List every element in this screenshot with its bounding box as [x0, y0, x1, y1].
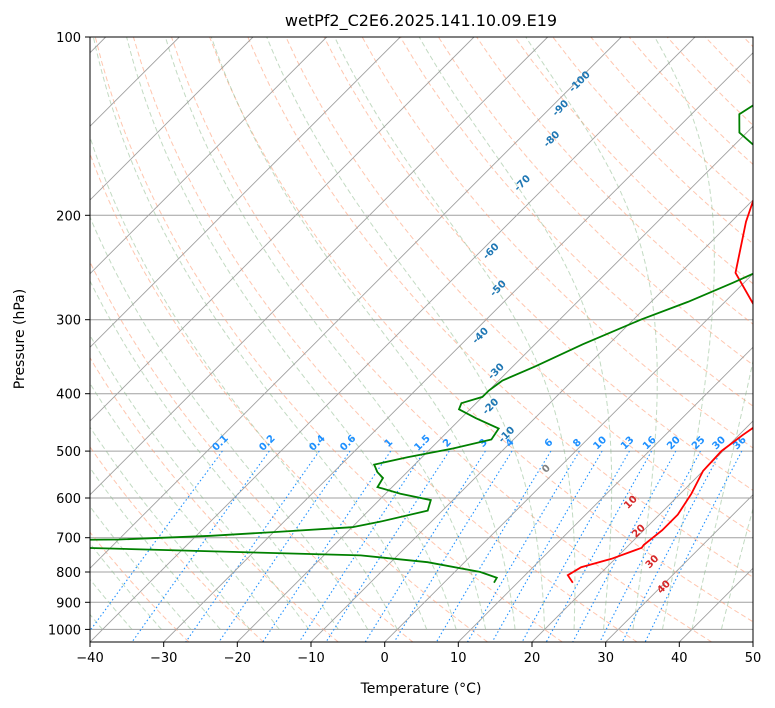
y-tick-label: 100 — [56, 31, 81, 46]
x-tick-label: 50 — [745, 651, 762, 666]
moist-adiabat-line — [654, 37, 715, 630]
dry-adiabat-line — [399, 37, 753, 407]
dry-adiabat-line — [90, 356, 339, 642]
y-tick-label: 900 — [56, 596, 81, 611]
x-tick-label: 20 — [524, 651, 541, 666]
moist-adiabat-line — [418, 37, 613, 630]
mixing-ratio-line — [218, 450, 351, 642]
isotherm-line — [531, 420, 753, 642]
x-tick-label: 30 — [597, 651, 614, 666]
dry-adiabat-line — [171, 37, 712, 642]
isotherm-line — [90, 37, 622, 569]
mixing-ratio-line — [185, 450, 320, 642]
moist-adiabat-line — [691, 358, 753, 630]
mixing-ratio-lines — [90, 450, 743, 642]
y-tick-label: 500 — [56, 445, 81, 460]
mixing-ratio-line — [90, 450, 223, 632]
x-tick-label: 40 — [671, 651, 688, 666]
dry-adiabat-line — [90, 531, 190, 642]
isotherm-line — [90, 37, 475, 422]
isotherm-line — [310, 199, 753, 642]
chart-title: wetPf2_C2E6.2025.141.10.09.E19 — [285, 11, 557, 31]
mixing-ratio-line — [298, 450, 425, 642]
moist-adiabat-line — [90, 334, 310, 630]
moist-adiabat-line — [90, 215, 369, 630]
dewpoint-profile-line — [90, 104, 753, 584]
moist-adiabat-line — [90, 135, 398, 630]
y-axis: 100 200 300 400 500 600 700 800 900 1000 — [48, 31, 90, 638]
x-tick-label: −30 — [150, 651, 177, 666]
x-tick-label: 10 — [450, 651, 467, 666]
isotherm-line — [90, 37, 696, 642]
mixing-ratio-line — [521, 450, 630, 642]
mixing-ratio-line — [644, 450, 743, 642]
mixing-ratio-line — [545, 450, 653, 642]
dry-adiabat-line — [437, 37, 753, 366]
dry-adiabat-line — [94, 37, 563, 642]
x-tick-label: −20 — [224, 651, 251, 666]
moist-adiabat-line — [720, 506, 753, 630]
y-tick-label: 400 — [56, 388, 81, 403]
plot-frame — [89, 36, 754, 643]
moist-adiabat-line — [210, 37, 516, 630]
moist-adiabat-line — [164, 37, 487, 630]
mixing-ratio-line — [262, 450, 392, 642]
y-tick-label: 200 — [56, 209, 81, 224]
dry-adiabat-line — [247, 37, 753, 578]
moist-adiabat-line — [525, 37, 658, 630]
mixing-ratio-line — [572, 450, 677, 642]
temperature-profile-line — [566, 198, 753, 584]
isotherm-line — [163, 52, 753, 642]
isotherm-line — [236, 125, 753, 642]
pressure-gridlines — [90, 37, 753, 630]
isotherm-line — [90, 37, 328, 275]
y-axis-label: Pressure (hPa) — [12, 289, 28, 389]
mixing-ratio-line — [491, 450, 603, 642]
dry-adiabat-line — [209, 37, 753, 623]
skewed-isotherms — [90, 37, 753, 642]
sounding-profiles — [90, 104, 753, 584]
dry-adiabat-line — [323, 37, 753, 491]
mixing-ratio-line — [621, 450, 722, 642]
x-axis: −40 −30 −20 −10 0 10 20 30 40 50 — [76, 642, 761, 666]
isotherm-line — [384, 273, 753, 642]
moist-adiabat-line — [90, 279, 339, 630]
dry-adiabat-line — [90, 446, 264, 642]
isotherm-line — [90, 37, 549, 496]
dry-adiabat-line — [132, 37, 638, 642]
dry-adiabat-line — [361, 37, 753, 449]
x-tick-label: −10 — [297, 651, 324, 666]
y-tick-label: 700 — [56, 532, 81, 547]
isotherm-line — [605, 494, 753, 642]
moist-adiabat-line — [92, 37, 428, 630]
y-tick-label: 300 — [56, 314, 81, 329]
dry-adiabat-line — [285, 37, 753, 535]
dry-adiabat-line — [514, 37, 753, 285]
dry-adiabat-line — [90, 152, 488, 642]
y-tick-label: 600 — [56, 492, 81, 507]
isotherm-line — [90, 37, 254, 201]
y-tick-label: 1000 — [48, 623, 81, 638]
y-tick-label: 800 — [56, 566, 81, 581]
mixing-ratio-line — [599, 450, 701, 642]
x-tick-label: 0 — [381, 651, 389, 666]
x-axis-label: Temperature (°C) — [360, 681, 482, 697]
isotherm-line — [90, 37, 401, 348]
plot-area: 0.1 0.2 0.4 0.6 1 1.5 2 3 4 6 8 10 13 16 20 25 30 36-100-… — [90, 37, 753, 642]
x-tick-label: −40 — [76, 651, 103, 666]
isotherm-line — [457, 346, 753, 642]
moist-adiabat-line — [266, 37, 546, 630]
